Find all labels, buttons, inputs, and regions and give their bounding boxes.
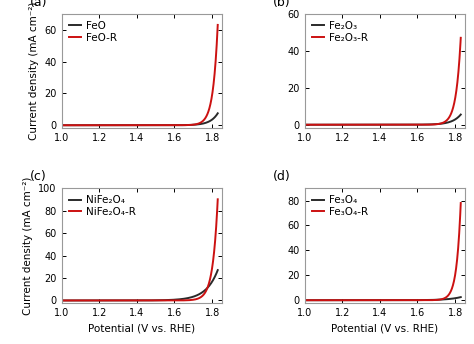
FeO xyxy=(163,123,169,127)
Y-axis label: Current density (mA cm⁻²): Current density (mA cm⁻²) xyxy=(29,2,39,140)
Line: NiFe₂O₄-R: NiFe₂O₄-R xyxy=(62,199,218,300)
Fe₃O₄-R xyxy=(406,298,412,302)
FeO xyxy=(99,123,105,127)
Fe₃O₄ xyxy=(302,298,308,302)
FeO xyxy=(86,123,92,127)
FeO-R xyxy=(151,123,156,127)
NiFe₂O₄ xyxy=(129,298,135,302)
Fe₂O₃-R xyxy=(342,123,347,127)
Fe₃O₄ xyxy=(394,298,400,302)
FeO-R xyxy=(99,123,105,127)
X-axis label: Potential (V vs. RHE): Potential (V vs. RHE) xyxy=(331,323,438,333)
Line: NiFe₂O₄: NiFe₂O₄ xyxy=(62,270,218,300)
NiFe₂O₄ xyxy=(151,298,156,302)
Fe₃O₄ xyxy=(329,298,335,302)
NiFe₂O₄-R xyxy=(215,197,220,201)
FeO-R xyxy=(129,123,135,127)
Legend: Fe₃O₄, Fe₃O₄-R: Fe₃O₄, Fe₃O₄-R xyxy=(310,193,370,219)
FeO-R xyxy=(215,23,220,27)
Fe₃O₄ xyxy=(458,295,464,299)
Legend: FeO, FeO-R: FeO, FeO-R xyxy=(67,19,118,45)
Fe₃O₄-R xyxy=(302,298,308,302)
Line: Fe₂O₃: Fe₂O₃ xyxy=(305,115,461,125)
Fe₂O₃ xyxy=(406,123,412,127)
Fe₂O₃ xyxy=(302,123,308,127)
Fe₂O₃-R xyxy=(302,123,308,127)
Fe₃O₄-R xyxy=(419,298,425,302)
Fe₃O₄ xyxy=(373,298,378,302)
Fe₂O₃-R xyxy=(458,36,464,40)
FeO-R xyxy=(86,123,92,127)
Line: Fe₃O₄: Fe₃O₄ xyxy=(305,297,461,300)
Fe₂O₃ xyxy=(329,123,335,127)
NiFe₂O₄ xyxy=(163,298,169,302)
Text: (b): (b) xyxy=(273,0,290,9)
FeO xyxy=(59,123,64,127)
Fe₂O₃-R xyxy=(329,123,335,127)
NiFe₂O₄ xyxy=(59,298,64,302)
Fe₃O₄ xyxy=(419,298,425,302)
NiFe₂O₄-R xyxy=(59,298,64,302)
Fe₃O₄ xyxy=(406,298,412,302)
Fe₃O₄-R xyxy=(373,298,378,302)
Fe₃O₄-R xyxy=(458,201,464,205)
FeO-R xyxy=(176,123,182,127)
Line: FeO: FeO xyxy=(62,113,218,125)
Fe₂O₃-R xyxy=(373,123,378,127)
Fe₂O₃-R xyxy=(419,123,425,127)
FeO-R xyxy=(59,123,64,127)
Fe₂O₃ xyxy=(394,123,400,127)
Fe₂O₃-R xyxy=(394,123,400,127)
Fe₂O₃-R xyxy=(406,123,412,127)
Text: (d): (d) xyxy=(273,171,291,183)
NiFe₂O₄ xyxy=(215,268,220,272)
Legend: Fe₂O₃, Fe₂O₃-R: Fe₂O₃, Fe₂O₃-R xyxy=(310,19,370,45)
Fe₂O₃ xyxy=(342,123,347,127)
NiFe₂O₄-R xyxy=(129,298,135,302)
NiFe₂O₄-R xyxy=(99,298,105,302)
NiFe₂O₄ xyxy=(99,298,105,302)
FeO xyxy=(215,111,220,115)
Fe₂O₃ xyxy=(373,123,378,127)
Text: (c): (c) xyxy=(30,171,46,183)
FeO xyxy=(151,123,156,127)
Line: Fe₂O₃-R: Fe₂O₃-R xyxy=(305,38,461,125)
X-axis label: Potential (V vs. RHE): Potential (V vs. RHE) xyxy=(88,323,195,333)
Line: FeO-R: FeO-R xyxy=(62,25,218,125)
Legend: NiFe₂O₄, NiFe₂O₄-R: NiFe₂O₄, NiFe₂O₄-R xyxy=(67,193,137,219)
Fe₂O₃ xyxy=(419,122,425,127)
Line: Fe₃O₄-R: Fe₃O₄-R xyxy=(305,203,461,300)
Fe₃O₄-R xyxy=(342,298,347,302)
FeO-R xyxy=(163,123,169,127)
Fe₃O₄ xyxy=(342,298,347,302)
NiFe₂O₄-R xyxy=(176,298,182,302)
FeO xyxy=(129,123,135,127)
Fe₃O₄-R xyxy=(394,298,400,302)
Y-axis label: Current density (mA cm⁻²): Current density (mA cm⁻²) xyxy=(23,176,33,314)
NiFe₂O₄-R xyxy=(163,298,169,302)
NiFe₂O₄ xyxy=(86,298,92,302)
NiFe₂O₄ xyxy=(176,297,182,301)
Fe₂O₃ xyxy=(458,112,464,117)
FeO xyxy=(176,123,182,127)
Text: (a): (a) xyxy=(30,0,47,9)
NiFe₂O₄-R xyxy=(151,298,156,302)
NiFe₂O₄-R xyxy=(86,298,92,302)
Fe₃O₄-R xyxy=(329,298,335,302)
